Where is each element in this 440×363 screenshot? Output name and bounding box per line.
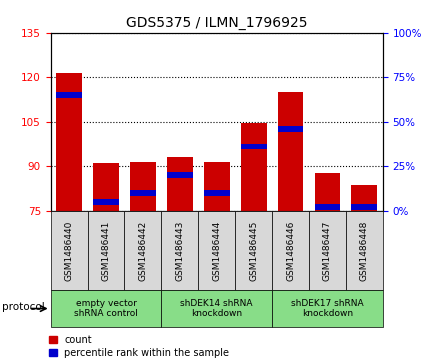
Text: shDEK17 shRNA
knockdown: shDEK17 shRNA knockdown — [291, 299, 364, 318]
Bar — [204, 162, 230, 211]
Text: GSM1486444: GSM1486444 — [212, 220, 221, 281]
Text: protocol: protocol — [2, 302, 45, 312]
Text: empty vector
shRNA control: empty vector shRNA control — [74, 299, 138, 318]
Text: GSM1486447: GSM1486447 — [323, 220, 332, 281]
Bar — [93, 163, 119, 211]
Legend: count, percentile rank within the sample: count, percentile rank within the sample — [49, 335, 229, 358]
Bar — [167, 157, 193, 211]
Bar — [161, 211, 198, 290]
Bar — [241, 143, 267, 150]
Bar — [51, 290, 161, 327]
Title: GDS5375 / ILMN_1796925: GDS5375 / ILMN_1796925 — [126, 16, 308, 30]
Bar — [315, 174, 341, 211]
Bar — [272, 290, 383, 327]
Bar — [130, 190, 156, 196]
Text: GSM1486443: GSM1486443 — [175, 220, 184, 281]
Text: shDEK14 shRNA
knockdown: shDEK14 shRNA knockdown — [180, 299, 253, 318]
Bar — [125, 211, 161, 290]
Bar — [167, 172, 193, 178]
Bar — [204, 190, 230, 196]
Bar — [272, 211, 309, 290]
Bar — [309, 211, 346, 290]
Bar — [130, 162, 156, 211]
Bar — [241, 123, 267, 211]
Bar — [346, 211, 383, 290]
Bar — [235, 211, 272, 290]
Text: GSM1486441: GSM1486441 — [102, 220, 110, 281]
Text: GSM1486446: GSM1486446 — [286, 220, 295, 281]
Bar — [352, 204, 377, 210]
Bar — [278, 126, 304, 132]
Bar — [278, 92, 304, 211]
Bar — [93, 199, 119, 205]
Bar — [161, 290, 272, 327]
Bar — [56, 73, 82, 211]
Text: GSM1486442: GSM1486442 — [138, 220, 147, 281]
Bar — [56, 92, 82, 98]
Text: GSM1486440: GSM1486440 — [65, 220, 73, 281]
Bar — [352, 185, 377, 211]
Text: GSM1486445: GSM1486445 — [249, 220, 258, 281]
Bar — [51, 211, 88, 290]
Text: GSM1486448: GSM1486448 — [360, 220, 369, 281]
Bar — [198, 211, 235, 290]
Bar — [88, 211, 125, 290]
Bar — [315, 204, 341, 210]
